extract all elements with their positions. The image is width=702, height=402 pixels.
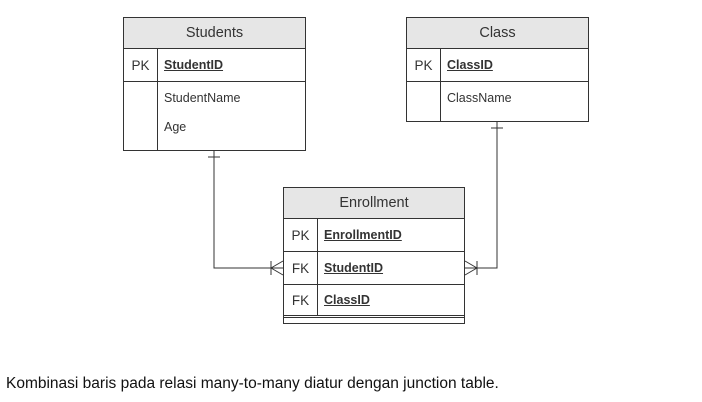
entity-enrollment: Enrollment PK EnrollmentID FK StudentID … [283,187,465,324]
fk-label: FK [284,285,318,315]
fk-label: FK [284,252,318,284]
students-pk-field: StudentID [164,58,224,72]
relationship-students-enrollment [208,151,284,276]
class-pk-field: ClassID [447,58,493,72]
relationship-class-enrollment [464,122,503,276]
students-pk-row: PK StudentID [124,49,305,82]
pk-label: PK [284,219,318,251]
entity-students-title: Students [124,18,305,49]
students-attr-studentname: StudentName [164,91,241,105]
many-marker-crowfoot [464,260,478,276]
many-marker-crowfoot [270,260,284,276]
entity-enrollment-title: Enrollment [284,188,464,219]
caption-text: Kombinasi baris pada relasi many-to-many… [6,375,499,392]
entity-class-title: Class [407,18,588,49]
pk-label: PK [407,49,441,81]
class-attributes: ClassName [407,82,588,122]
class-attr-classname: ClassName [447,91,512,105]
entity-class: Class PK ClassID ClassName [406,17,589,122]
class-pk-row: PK ClassID [407,49,588,82]
enrollment-field-studentid: StudentID [324,261,384,275]
pk-label: PK [124,49,158,81]
enrollment-field-enrollmentid: EnrollmentID [324,228,402,242]
students-attributes: StudentName Age [124,82,305,151]
students-attr-age: Age [164,120,187,134]
enrollment-row: PK EnrollmentID [284,219,464,252]
enrollment-row: FK StudentID [284,252,464,285]
enrollment-row: FK ClassID [284,285,464,318]
enrollment-field-classid: ClassID [324,293,370,307]
entity-students: Students PK StudentID StudentName Age [123,17,306,151]
